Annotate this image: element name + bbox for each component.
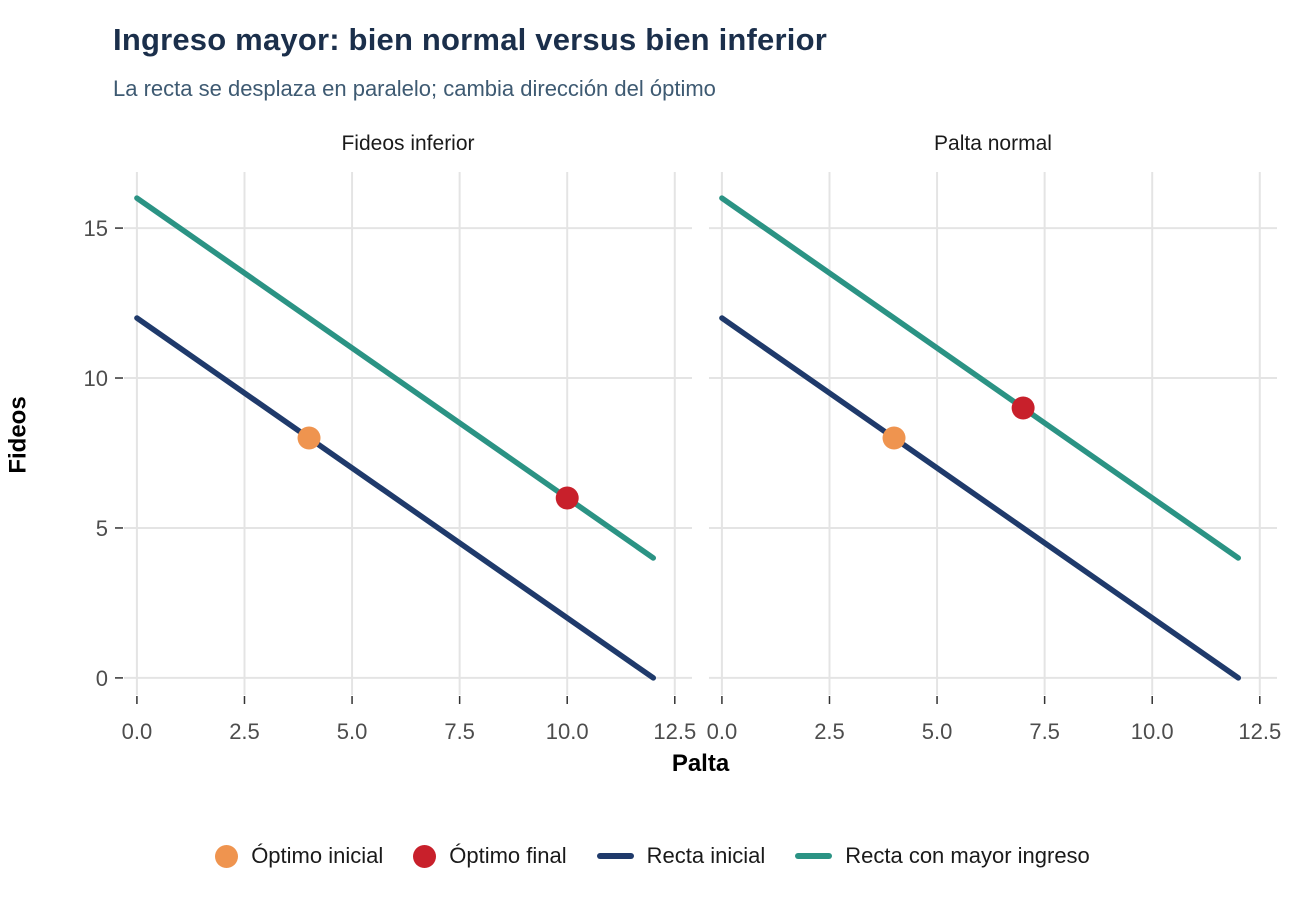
y-tick-label: 0	[96, 666, 108, 691]
x-axis-ticks-fideos-inferior	[136, 696, 676, 704]
optimum-points-fideos-inferior	[297, 426, 579, 510]
legend-label: Óptimo final	[449, 843, 567, 868]
legend-item-recta-con-mayor-ingreso: Recta con mayor ingreso	[795, 843, 1090, 869]
panel-gridlines-palta-normal	[709, 172, 1277, 695]
legend-key-circle-icon	[215, 844, 239, 868]
optimo-final-point	[1011, 396, 1035, 420]
x-tick-label: 10.0	[1131, 719, 1174, 744]
y-tick-label: 5	[96, 516, 108, 541]
recta-inicial-line	[719, 315, 1242, 681]
legend-label: Recta inicial	[646, 843, 766, 868]
legend-item-optimo-inicial: Óptimo inicial	[215, 843, 383, 869]
x-tick-label: 10.0	[546, 719, 589, 744]
x-tick-label: 12.5	[653, 719, 696, 744]
optimo-inicial-point	[297, 426, 321, 450]
y-axis-tick-labels: 0 5 10 15	[84, 216, 108, 691]
x-tick-label: 7.5	[1029, 719, 1060, 744]
x-tick-label: 0.0	[707, 719, 738, 744]
legend-key-line-icon	[795, 853, 833, 859]
budget-lines-fideos-inferior	[134, 195, 657, 681]
y-axis-ticks	[115, 227, 123, 679]
x-tick-label: 5.0	[337, 719, 368, 744]
y-tick-label: 10	[84, 366, 108, 391]
x-axis-tick-labels-palta-normal: 0.0 2.5 5.0 7.5 10.0 12.5	[707, 719, 1282, 744]
budget-lines-palta-normal	[719, 195, 1242, 681]
y-axis-title: Fideos	[4, 396, 32, 474]
x-tick-label: 0.0	[122, 719, 153, 744]
optimum-points-palta-normal	[882, 396, 1035, 450]
x-tick-label: 2.5	[229, 719, 260, 744]
optimo-inicial-point	[882, 426, 906, 450]
legend-key-line-icon	[596, 853, 634, 859]
chart-title: Ingreso mayor: bien normal versus bien i…	[113, 22, 827, 57]
x-tick-label: 2.5	[814, 719, 845, 744]
legend-item-optimo-final: Óptimo final	[413, 843, 567, 869]
legend-label: Óptimo inicial	[251, 843, 384, 868]
legend-item-recta-inicial: Recta inicial	[596, 843, 766, 869]
x-axis-ticks-palta-normal	[721, 696, 1261, 704]
chart-subtitle: La recta se desplaza en paralelo; cambia…	[113, 76, 716, 101]
recta-inicial-line	[134, 315, 657, 681]
y-tick-label: 15	[84, 216, 108, 241]
legend-key-circle-icon	[413, 844, 437, 868]
legend: Óptimo inicial Óptimo final Recta inicial R…	[0, 828, 1305, 884]
recta-con-mayor-ingreso-line	[719, 195, 1242, 561]
x-tick-label: 12.5	[1238, 719, 1281, 744]
x-axis-tick-labels-fideos-inferior: 0.0 2.5 5.0 7.5 10.0 12.5	[122, 719, 697, 744]
x-axis-title: Palta	[671, 750, 730, 777]
facet-label-fideos-inferior: Fideos inferior	[341, 132, 475, 155]
x-tick-label: 5.0	[922, 719, 953, 744]
x-tick-label: 7.5	[444, 719, 475, 744]
facet-label-palta-normal: Palta normal	[934, 132, 1052, 155]
optimo-final-point	[555, 486, 579, 510]
legend-label: Recta con mayor ingreso	[845, 843, 1090, 868]
